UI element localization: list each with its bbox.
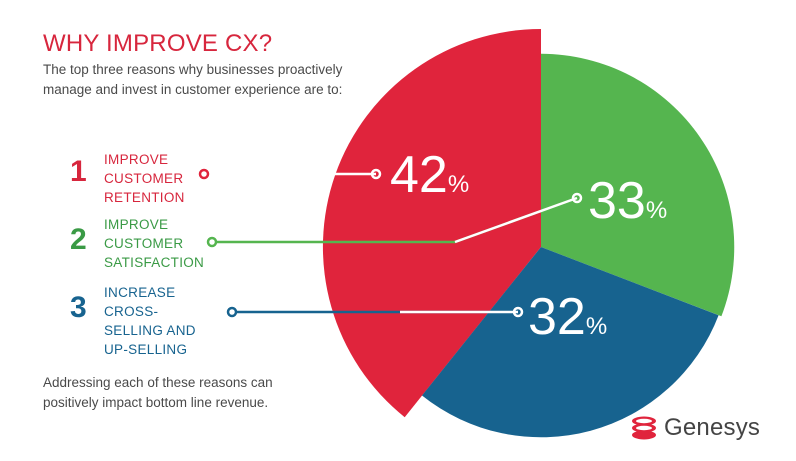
- value-label-2: 33%: [588, 172, 667, 230]
- leader-dot-2-end: [571, 192, 583, 204]
- pie-slice-1: [322, 28, 541, 418]
- footer-text: Addressing each of these reasons can pos…: [43, 375, 273, 410]
- leader-dot-1-end: [370, 168, 382, 180]
- leader-dot-1-start: [198, 168, 210, 180]
- genesys-logo: Genesys: [630, 414, 760, 442]
- reason-item-3: 3 INCREASE CROSS-SELLING AND UP-SELLING: [70, 283, 216, 359]
- leader-dot-3-start: [226, 306, 238, 318]
- value-label-3: 32%: [528, 288, 607, 346]
- leader-dot-2-start: [206, 236, 218, 248]
- reason-item-1: 1 IMPROVE CUSTOMER RETENTION: [70, 150, 216, 207]
- pie-slice-3: [422, 247, 719, 438]
- reason-item-2: 2 IMPROVE CUSTOMER SATISFACTION: [70, 215, 216, 272]
- reason-number-1: 1: [70, 155, 87, 188]
- pie-slice-2: [541, 53, 735, 317]
- leader-dot-3-end: [512, 306, 524, 318]
- value-label-1: 42%: [390, 146, 469, 204]
- reason-number-3: 3: [70, 291, 87, 324]
- reason-label-3: INCREASE CROSS-SELLING AND UP-SELLING: [104, 285, 196, 357]
- reason-label-2: IMPROVE CUSTOMER SATISFACTION: [104, 217, 205, 270]
- leader-line-inner-2: [454, 196, 578, 244]
- reason-number-2: 2: [70, 223, 87, 256]
- intro-text: The top three reasons why businesses pro…: [43, 62, 343, 97]
- page-title: WHY IMPROVE CX?: [43, 30, 273, 57]
- reason-label-1: IMPROVE CUSTOMER RETENTION: [104, 152, 185, 205]
- genesys-logo-icon: [632, 416, 656, 440]
- logo-text: Genesys: [664, 414, 761, 441]
